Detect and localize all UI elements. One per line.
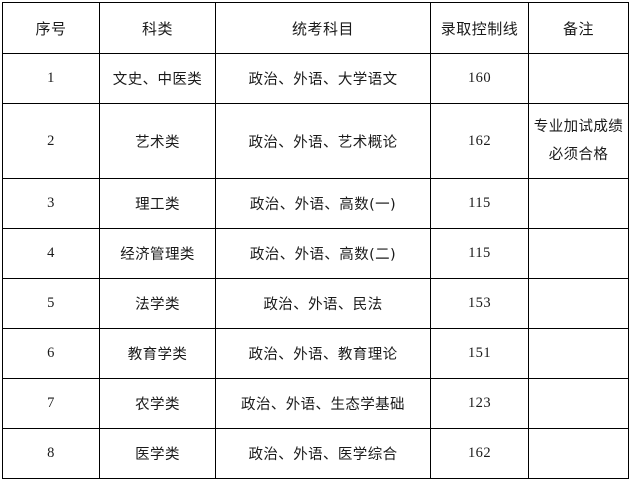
column-header-note: 备注 bbox=[528, 2, 629, 54]
column-header-index: 序号 bbox=[2, 2, 100, 54]
note-line-2: 必须合格 bbox=[548, 147, 609, 163]
table-row: 5 法学类 政治、外语、民法 153 bbox=[2, 278, 629, 329]
table-header-row: 序号 科类 统考科目 录取控制线 备注 bbox=[2, 2, 629, 54]
cell-index: 3 bbox=[2, 178, 100, 229]
cell-category: 经济管理类 bbox=[99, 228, 216, 279]
cell-category: 法学类 bbox=[99, 278, 216, 329]
cell-subjects: 政治、外语、高数(一) bbox=[215, 178, 431, 229]
table-row: 8 医学类 政治、外语、医学综合 162 bbox=[2, 428, 629, 479]
table-row: 7 农学类 政治、外语、生态学基础 123 bbox=[2, 378, 629, 429]
cell-cutoff: 162 bbox=[430, 103, 529, 179]
cell-index: 6 bbox=[2, 328, 100, 379]
cell-category: 文史、中医类 bbox=[99, 53, 216, 104]
cell-subjects: 政治、外语、大学语文 bbox=[215, 53, 431, 104]
table-row: 2 艺术类 政治、外语、艺术概论 162 专业加试成绩 必须合格 bbox=[2, 103, 629, 179]
cell-index: 4 bbox=[2, 228, 100, 279]
cell-category: 艺术类 bbox=[99, 103, 216, 179]
cell-index: 8 bbox=[2, 428, 100, 479]
cell-subjects: 政治、外语、艺术概论 bbox=[215, 103, 431, 179]
cell-note bbox=[528, 328, 629, 379]
cell-subjects: 政治、外语、高数(二) bbox=[215, 228, 431, 279]
column-header-subjects: 统考科目 bbox=[215, 2, 431, 54]
table-body: 1 文史、中医类 政治、外语、大学语文 160 2 艺术类 政治、外语、艺术概论… bbox=[2, 53, 629, 479]
cell-cutoff: 153 bbox=[430, 278, 529, 329]
cell-subjects: 政治、外语、民法 bbox=[215, 278, 431, 329]
note-line-1: 专业加试成绩 bbox=[533, 118, 624, 135]
cell-note bbox=[528, 53, 629, 104]
cell-category: 教育学类 bbox=[99, 328, 216, 379]
column-header-category: 科类 bbox=[99, 2, 216, 54]
cell-cutoff: 115 bbox=[430, 228, 529, 279]
admission-score-table: 序号 科类 统考科目 录取控制线 备注 1 文史、中医类 政治、外语、大学语文 … bbox=[2, 2, 629, 479]
cell-index: 1 bbox=[2, 53, 100, 104]
cell-cutoff: 123 bbox=[430, 378, 529, 429]
table-row: 4 经济管理类 政治、外语、高数(二) 115 bbox=[2, 228, 629, 279]
table-header: 序号 科类 统考科目 录取控制线 备注 bbox=[2, 2, 629, 54]
cell-cutoff: 115 bbox=[430, 178, 529, 229]
cell-category: 理工类 bbox=[99, 178, 216, 229]
cell-index: 5 bbox=[2, 278, 100, 329]
cell-note bbox=[528, 278, 629, 329]
cell-note bbox=[528, 228, 629, 279]
cell-index: 2 bbox=[2, 103, 100, 179]
table-row: 1 文史、中医类 政治、外语、大学语文 160 bbox=[2, 53, 629, 104]
cell-subjects: 政治、外语、教育理论 bbox=[215, 328, 431, 379]
cell-note bbox=[528, 428, 629, 479]
cell-subjects: 政治、外语、医学综合 bbox=[215, 428, 431, 479]
cell-note bbox=[528, 378, 629, 429]
column-header-cutoff: 录取控制线 bbox=[430, 2, 529, 54]
table-row: 6 教育学类 政治、外语、教育理论 151 bbox=[2, 328, 629, 379]
cell-cutoff: 160 bbox=[430, 53, 529, 104]
cell-cutoff: 162 bbox=[430, 428, 529, 479]
cell-category: 农学类 bbox=[99, 378, 216, 429]
cell-note bbox=[528, 178, 629, 229]
cell-cutoff: 151 bbox=[430, 328, 529, 379]
cell-category: 医学类 bbox=[99, 428, 216, 479]
cell-subjects: 政治、外语、生态学基础 bbox=[215, 378, 431, 429]
cell-note: 专业加试成绩 必须合格 bbox=[528, 103, 629, 179]
cell-index: 7 bbox=[2, 378, 100, 429]
table-row: 3 理工类 政治、外语、高数(一) 115 bbox=[2, 178, 629, 229]
